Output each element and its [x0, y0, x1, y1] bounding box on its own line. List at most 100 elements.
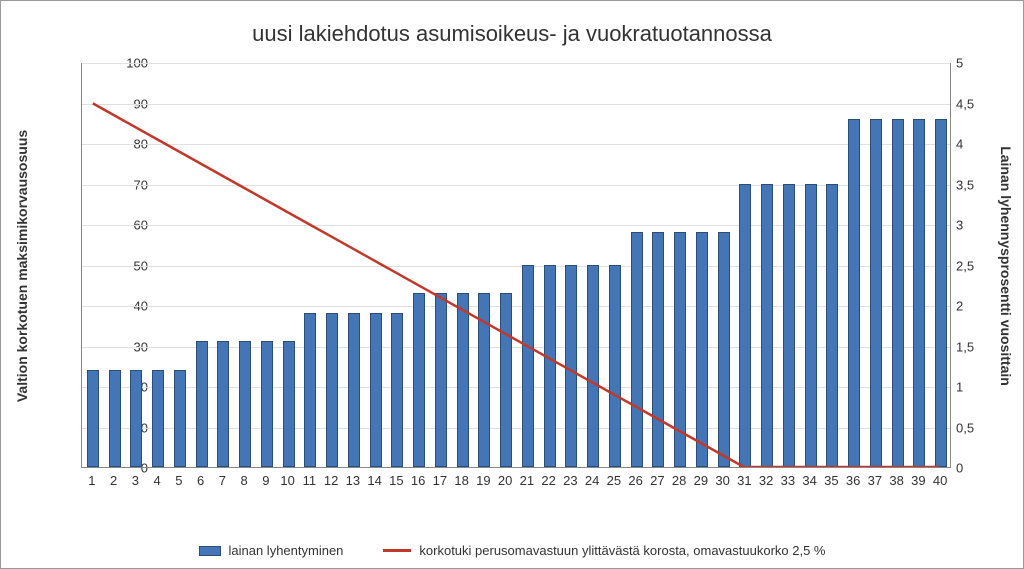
- bar: [435, 293, 447, 467]
- y-right-tick: 2: [956, 299, 986, 314]
- y-right-tick: 4,5: [956, 96, 986, 111]
- bar: [913, 119, 925, 467]
- x-tick: 21: [520, 473, 534, 488]
- bar: [652, 232, 664, 467]
- legend-bar-label: lainan lyhentyminen: [229, 543, 344, 558]
- chart-title: uusi lakiehdotus asumisoikeus- ja vuokra…: [1, 21, 1023, 47]
- bar: [761, 184, 773, 468]
- x-tick: 31: [737, 473, 751, 488]
- x-tick: 2: [110, 473, 117, 488]
- x-tick: 11: [303, 473, 317, 488]
- bar: [348, 313, 360, 467]
- x-tick: 39: [911, 473, 925, 488]
- x-tick: 30: [715, 473, 729, 488]
- y-left-axis-label: Valtion korkotuen maksimikorvausosuus: [15, 63, 29, 468]
- x-tick: 24: [585, 473, 599, 488]
- bar: [326, 313, 338, 467]
- x-tick: 5: [175, 473, 182, 488]
- x-tick: 26: [628, 473, 642, 488]
- bar: [283, 341, 295, 467]
- x-tick: 9: [262, 473, 269, 488]
- legend-bar-swatch: [199, 546, 221, 556]
- bar: [522, 265, 534, 468]
- bar: [304, 313, 316, 467]
- bar: [174, 370, 186, 467]
- bar: [370, 313, 382, 467]
- x-tick: 20: [498, 473, 512, 488]
- y-right-tick: 4: [956, 137, 986, 152]
- x-tick: 33: [781, 473, 795, 488]
- legend: lainan lyhentyminen korkotuki perusomava…: [1, 543, 1023, 558]
- x-tick: 14: [367, 473, 381, 488]
- x-tick: 16: [411, 473, 425, 488]
- bar: [587, 265, 599, 468]
- x-tick: 6: [197, 473, 204, 488]
- bar: [718, 232, 730, 467]
- x-tick: 32: [759, 473, 773, 488]
- bar: [631, 232, 643, 467]
- chart-container: uusi lakiehdotus asumisoikeus- ja vuokra…: [0, 0, 1024, 569]
- bar: [565, 265, 577, 468]
- bar: [87, 370, 99, 467]
- x-tick: 7: [219, 473, 226, 488]
- x-tick: 40: [933, 473, 947, 488]
- legend-item-line: korkotuki perusomavastuun ylittävästä ko…: [383, 543, 825, 558]
- x-tick: 8: [241, 473, 248, 488]
- bar: [457, 293, 469, 467]
- x-tick: 23: [563, 473, 577, 488]
- legend-line-swatch: [383, 549, 411, 552]
- bar: [826, 184, 838, 468]
- x-tick: 27: [650, 473, 664, 488]
- y-right-tick: 2,5: [956, 258, 986, 273]
- y-right-tick: 1: [956, 380, 986, 395]
- bar: [674, 232, 686, 467]
- bar: [805, 184, 817, 468]
- x-tick: 38: [889, 473, 903, 488]
- y-right-tick: 3,5: [956, 177, 986, 192]
- bar: [739, 184, 751, 468]
- x-tick: 37: [868, 473, 882, 488]
- legend-item-bar: lainan lyhentyminen: [199, 543, 344, 558]
- x-tick: 36: [846, 473, 860, 488]
- bar-series: [82, 63, 950, 467]
- bar: [892, 119, 904, 467]
- bar: [109, 370, 121, 467]
- bar: [217, 341, 229, 467]
- x-tick: 10: [280, 473, 294, 488]
- bar: [130, 370, 142, 467]
- x-tick: 22: [541, 473, 555, 488]
- bar: [152, 370, 164, 467]
- y-right-tick: 3: [956, 218, 986, 233]
- y-right-tick: 1,5: [956, 339, 986, 354]
- bar: [413, 293, 425, 467]
- x-tick: 28: [672, 473, 686, 488]
- x-tick: 15: [389, 473, 403, 488]
- plot-area: [81, 63, 951, 468]
- y-right-axis-label: Lainan lyhennysprosentti vuosittain: [999, 63, 1013, 468]
- x-tick: 35: [824, 473, 838, 488]
- x-tick: 19: [476, 473, 490, 488]
- x-tick: 12: [324, 473, 338, 488]
- x-tick: 4: [154, 473, 161, 488]
- x-tick: 25: [607, 473, 621, 488]
- bar: [870, 119, 882, 467]
- bar: [848, 119, 860, 467]
- x-tick: 17: [433, 473, 447, 488]
- y-right-tick: 0,5: [956, 420, 986, 435]
- y-right-tick: 5: [956, 56, 986, 71]
- x-tick: 13: [346, 473, 360, 488]
- bar: [196, 341, 208, 467]
- bar: [261, 341, 273, 467]
- bar: [783, 184, 795, 468]
- bar: [544, 265, 556, 468]
- bar: [609, 265, 621, 468]
- bar: [500, 293, 512, 467]
- bar: [391, 313, 403, 467]
- x-tick: 34: [802, 473, 816, 488]
- y-right-tick: 0: [956, 461, 986, 476]
- x-tick: 18: [454, 473, 468, 488]
- bar: [478, 293, 490, 467]
- x-tick: 3: [132, 473, 139, 488]
- bar: [935, 119, 947, 467]
- x-tick: 29: [694, 473, 708, 488]
